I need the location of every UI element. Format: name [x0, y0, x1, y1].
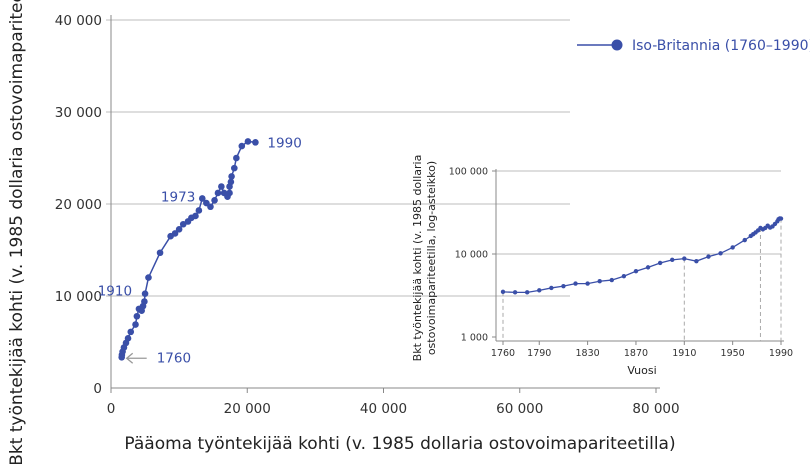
main-data-point — [133, 312, 141, 320]
main-data-point — [175, 226, 183, 233]
main-data-point — [211, 197, 218, 204]
inset-data-point — [609, 277, 614, 283]
inset-data-point — [730, 245, 735, 250]
inset-data-point — [657, 260, 663, 266]
inset-data-point — [778, 216, 784, 221]
main-x-axis-label: Pääoma työntekijää kohti (v. 1985 dollar… — [124, 434, 675, 454]
main-y-tick-label: 0 — [93, 381, 102, 397]
inset-data-point — [742, 237, 747, 243]
main-data-point — [207, 203, 214, 211]
inset-x-tick-label: 1870 — [624, 348, 648, 359]
inset-data-point — [621, 274, 627, 279]
main-x-tick-label: 20 000 — [224, 401, 271, 417]
inset-data-point — [718, 251, 723, 256]
inset-x-tick-label: 1990 — [769, 348, 793, 359]
inset-data-point — [585, 281, 590, 286]
main-x-tick-label: 60 000 — [496, 401, 543, 417]
annotation-1973: 1973 — [161, 189, 195, 205]
main-data-point — [124, 335, 132, 342]
main-y-axis-label: Bkt työntekijää kohti (v. 1985 dollaria … — [7, 0, 27, 464]
inset-data-point — [682, 256, 687, 261]
main-chart: 0 10 000 20 000 30 000 40 000 0 20 000 40 000 60… — [55, 13, 680, 417]
legend-label: Iso-Britannia (1760–1990) — [632, 38, 810, 54]
inset-x-tick-label: 1790 — [527, 348, 551, 359]
annotation-1990: 1990 — [267, 135, 301, 151]
inset-x-tick-label: 1950 — [721, 348, 745, 359]
inset-data-point — [512, 290, 518, 295]
annotation-1910: 1910 — [98, 284, 132, 300]
inset-data-point — [633, 269, 639, 274]
main-x-tick-label: 40 000 — [360, 401, 407, 417]
main-data-point — [141, 298, 148, 305]
main-data-point — [156, 249, 164, 257]
main-data-point — [238, 142, 246, 150]
inset-data-point — [500, 289, 506, 295]
main-data-point — [228, 173, 235, 180]
main-data-point — [226, 189, 233, 197]
main-data-point — [127, 328, 135, 336]
inset-data-point — [524, 290, 530, 295]
main-data-point — [132, 321, 139, 328]
inset-series-line — [502, 217, 782, 294]
main-y-tick-label: 30 000 — [55, 105, 102, 121]
main-data-point — [171, 230, 179, 237]
main-data-point — [179, 220, 187, 228]
inset-y-tick-label: 10 000 — [455, 250, 488, 261]
inset-data-point — [549, 285, 554, 291]
main-data-point — [218, 183, 225, 190]
main-data-point — [244, 138, 252, 145]
main-data-point — [252, 139, 259, 146]
main-x-tick-label: 80 000 — [632, 401, 679, 417]
inset-data-point — [670, 257, 675, 263]
inset-chart: 1 000 10 000 100 000 1760 1790 1830 1870 1910 19… — [449, 167, 793, 360]
inset-y-tick-label: 100 000 — [449, 167, 488, 178]
inset-data-point — [645, 265, 651, 270]
main-data-point — [214, 189, 222, 197]
main-data-point — [231, 164, 238, 172]
inset-data-point — [573, 281, 578, 286]
main-data-point — [227, 178, 235, 186]
main-y-tick-label: 20 000 — [55, 197, 102, 213]
inset-x-tick-label: 1830 — [576, 348, 600, 359]
main-data-point — [192, 212, 199, 220]
legend-marker — [611, 39, 623, 51]
inset-y-axis-label-line2: ostovoimapariteetilla, log-asteikko) — [425, 161, 438, 355]
inset-data-point — [537, 288, 542, 293]
arrow-head-icon — [125, 352, 134, 364]
inset-x-tick-label: 1760 — [491, 348, 515, 359]
main-y-tick-label: 40 000 — [55, 13, 102, 29]
main-data-point — [198, 195, 206, 202]
inset-data-point — [561, 283, 566, 289]
inset-data-point — [706, 254, 711, 259]
main-data-point — [195, 207, 203, 214]
inset-x-tick-label: 1910 — [672, 348, 696, 359]
inset-x-axis-label: Vuosi — [627, 364, 656, 377]
main-series-line — [120, 140, 256, 358]
main-data-point — [233, 154, 240, 162]
legend: Iso-Britannia (1760–1990) — [577, 38, 810, 54]
main-y-tick-label: 10 000 — [55, 289, 102, 305]
main-data-point — [145, 274, 152, 281]
annotation-1760: 1760 — [157, 350, 191, 366]
inset-y-tick-label: 1 000 — [461, 333, 488, 344]
main-x-tick-label: 0 — [107, 401, 116, 417]
inset-data-point — [694, 258, 699, 264]
inset-y-axis-label-line1: Bkt työntekijää kohti (v. 1985 dollaria — [411, 155, 424, 362]
inset-data-point — [597, 279, 602, 284]
main-data-point — [141, 290, 149, 298]
